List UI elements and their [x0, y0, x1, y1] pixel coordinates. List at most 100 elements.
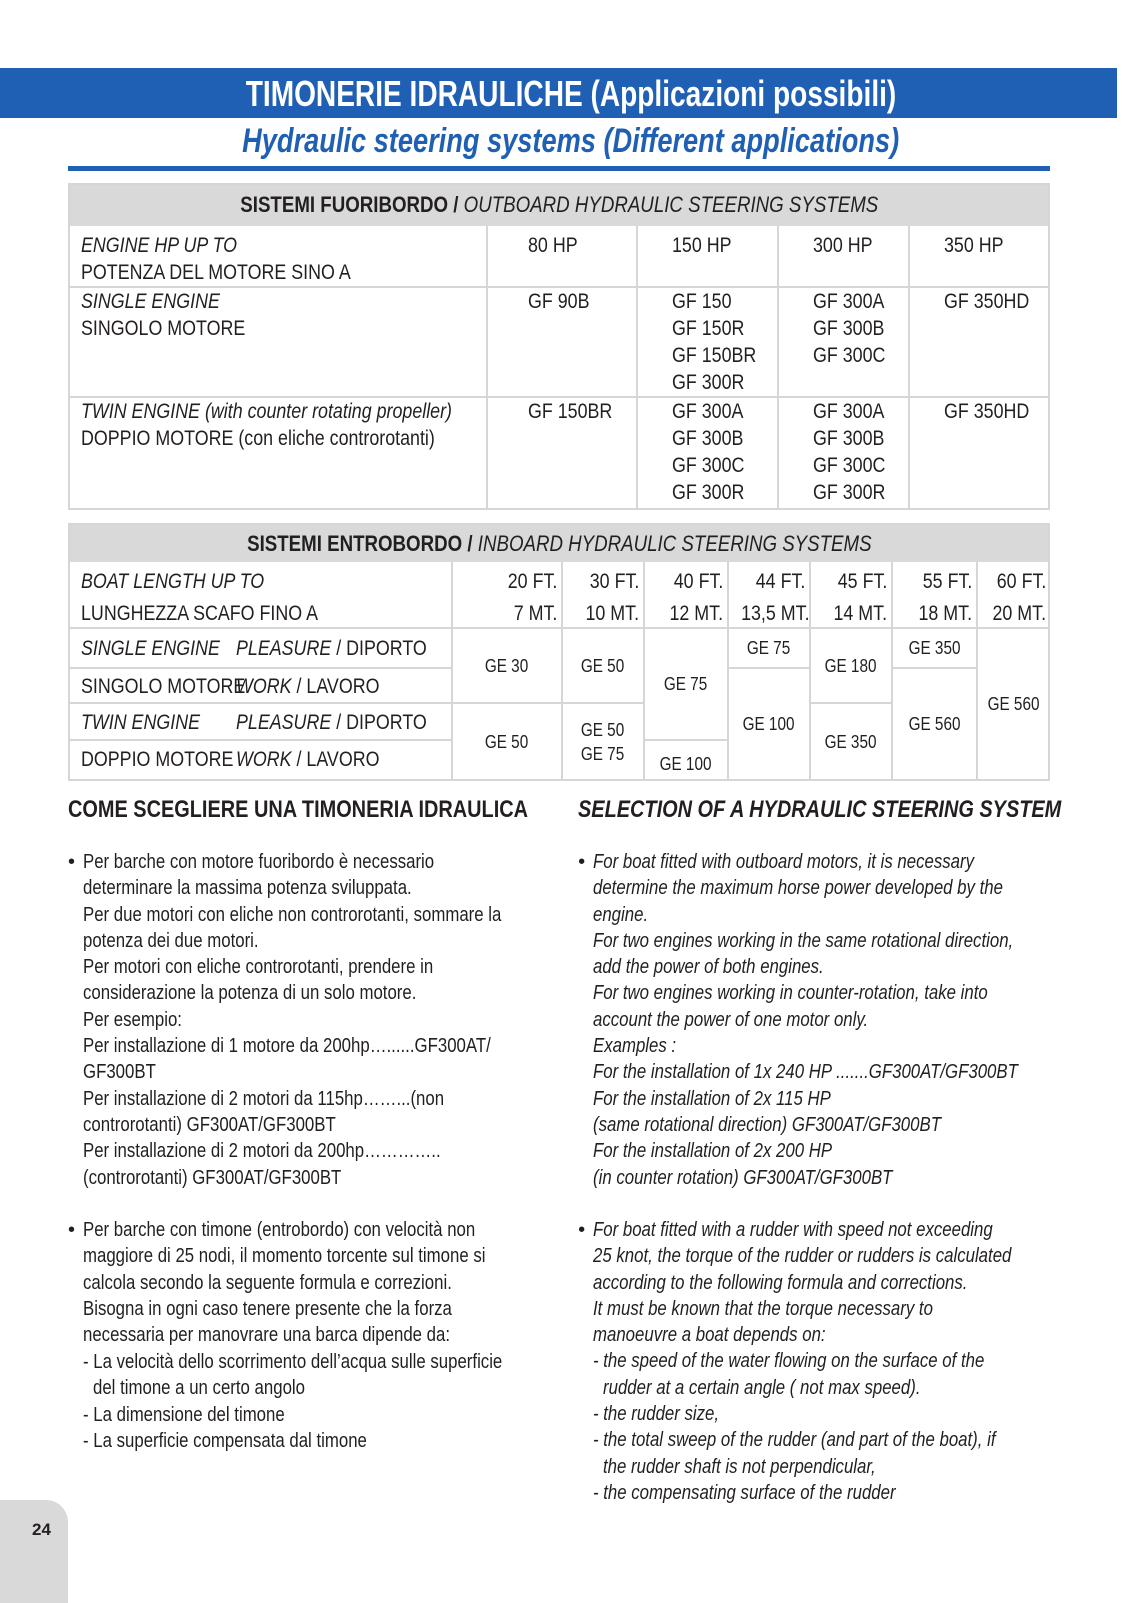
use-it: / DIPORTO [336, 637, 427, 660]
text-line: Per esempio: [83, 1008, 182, 1031]
text-line: the rudder shaft is not perpendicular, [603, 1455, 876, 1478]
model-code: GE 75 [664, 674, 708, 694]
inboard-model-cell: GE 560 [893, 669, 978, 779]
inboard-single-pleasure: SINGLE ENGINE PLEASURE / DIPORTO [70, 629, 453, 669]
hp-value: 80 HP [528, 234, 578, 257]
inboard-model-cell: GE 350 [893, 629, 978, 669]
outboard-twin-label: TWIN ENGINE (with counter rotating prope… [70, 398, 488, 508]
inboard-twin-pleasure-use: PLEASURE / DIPORTO [236, 709, 427, 736]
label-en: SINGLE ENGINE [81, 290, 220, 313]
model-code: GE 75 [581, 743, 625, 764]
length-ft: 55 FT. [922, 570, 972, 593]
text-line: according to the following formula and c… [593, 1271, 968, 1294]
left-bullet-2: • Per barche con timone (entrobordo) con … [68, 1217, 562, 1348]
model-code: GF 300A [813, 290, 885, 313]
model-code: GE 180 [825, 655, 877, 676]
outboard-hp-cell: 80 HP [488, 226, 638, 288]
text-line: add the power of both engines. [593, 956, 824, 979]
use-en: PLEASURE [236, 637, 332, 660]
inboard-length-cell: 40 FT. 12 MT. [645, 562, 729, 629]
text-line: determine the maximum horse power develo… [593, 877, 1003, 900]
row-label-it: LUNGHEZZA SCAFO FINO A [81, 602, 319, 625]
text-line: For the installation of 2x 115 HP [593, 1087, 831, 1110]
label-it: SINGOLO MOTORE [81, 317, 246, 340]
text-line: maggiore di 25 nodi, il momento torcente… [83, 1245, 486, 1268]
text-line: necessaria per manovrare una barca dipen… [83, 1324, 451, 1347]
length-ft: 44 FT. [755, 570, 805, 593]
inboard-model-cell: GE 30 [453, 629, 563, 704]
text-line: - the compensating surface of the rudder [593, 1481, 896, 1504]
text-line: determinare la massima potenza sviluppat… [83, 877, 412, 900]
text-line: rudder at a certain angle ( not max spee… [603, 1376, 921, 1399]
outboard-single-cell: GF 90B [488, 288, 638, 398]
inboard-model-cell: GE 50 [563, 629, 645, 704]
right-heading: SELECTION OF A HYDRAULIC STEERING SYSTEM [578, 796, 1062, 823]
page-number: 24 [0, 1500, 68, 1603]
text-line: engine. [593, 903, 649, 926]
inboard-single-pleasure-engine: SINGLE ENGINE [81, 637, 220, 660]
model-code: GE 350 [908, 638, 961, 658]
length-mt: 14 MT. [833, 602, 887, 625]
model-code: GF 300B [672, 427, 744, 450]
model-code: GF 300C [813, 454, 886, 477]
outboard-hp-cell: 150 HP [638, 226, 779, 288]
left-bullet-1: • Per barche con motore fuoribordo è nece… [68, 849, 581, 1191]
outboard-hp-label: ENGINE HP UP TO POTENZA DEL MOTORE SINO A [70, 226, 488, 288]
text-line: Per barche con timone (entrobordo) con v… [83, 1219, 476, 1241]
inboard-single-pleasure-use: PLEASURE / DIPORTO [236, 635, 427, 662]
length-mt: 7 MT. [513, 602, 557, 625]
text-line: account the power of one motor only. [593, 1008, 869, 1031]
outboard-single-label: SINGLE ENGINE SINGOLO MOTORE [70, 288, 488, 398]
bullet-icon: • [68, 1219, 76, 1241]
inboard-table-header: SISTEMI ENTROBORDO / INBOARD HYDRAULIC S… [70, 525, 1048, 562]
model-code: GF 300C [813, 344, 886, 367]
text-line: Examples : [593, 1035, 677, 1058]
model-code: GF 350HD [944, 400, 1030, 423]
text-line: - La dimensione del timone [83, 1403, 285, 1426]
inboard-model-cell: GE 75 [645, 629, 729, 741]
inboard-length-cell: 60 FT. 20 MT. [978, 562, 1050, 629]
outboard-single-cell: GF 350HD [910, 288, 1050, 398]
model-code: GF 150R [672, 317, 745, 340]
inboard-twin-work: DOPPIO MOTORE WORK / LAVORO [70, 741, 453, 779]
inboard-length-cell: 30 FT. 10 MT. [563, 562, 645, 629]
text-line: manoeuvre a boat depends on: [593, 1324, 826, 1347]
bullet-icon: • [578, 1219, 586, 1241]
text-line: - the rudder size, [593, 1403, 720, 1426]
text-line: (controrotanti) GF300AT/GF300BT [83, 1166, 342, 1189]
outboard-hp-cell: 350 HP [910, 226, 1050, 288]
label-it: DOPPIO MOTORE (con eliche controrotanti) [81, 427, 435, 450]
text-line: - La velocità dello scorrimento dell’acq… [83, 1351, 503, 1373]
inboard-table: SISTEMI ENTROBORDO / INBOARD HYDRAULIC S… [68, 523, 1050, 781]
use-en: PLEASURE [236, 710, 332, 734]
text-line: GF300BT [83, 1061, 156, 1084]
length-mt: 20 MT. [992, 602, 1046, 625]
model-code: GF 300A [813, 400, 885, 423]
right-column: SELECTION OF A HYDRAULIC STEERING SYSTEM [578, 795, 1068, 825]
outboard-single-cell: GF 150 GF 150R GF 150BR GF 300R [638, 288, 779, 398]
inboard-length-cell: 55 FT. 18 MT. [893, 562, 978, 629]
inboard-twin-pleasure-engine: TWIN ENGINE [81, 710, 200, 734]
outboard-twin-cell: GF 350HD [910, 398, 1050, 508]
row-label-en: ENGINE HP UP TO [81, 234, 238, 257]
text-line: (same rotational direction) GF300AT/GF30… [593, 1113, 941, 1136]
inboard-single-work-engine: SINGOLO MOTORE [81, 674, 246, 698]
model-code: GF 300A [672, 400, 744, 423]
inboard-single-work-use: WORK / LAVORO [236, 673, 379, 700]
model-code: GF 300C [672, 454, 745, 477]
outboard-twin-cell: GF 150BR [488, 398, 638, 508]
model-code: GE 560 [908, 714, 961, 734]
model-code: GF 300R [672, 481, 745, 504]
outboard-table-header: SISTEMI FUORIBORDO / OUTBOARD HYDRAULIC … [70, 185, 1048, 226]
model-code: GE 100 [743, 714, 795, 734]
length-ft: 20 FT. [507, 570, 557, 593]
page-subtitle: Hydraulic steering systems (Different ap… [242, 122, 900, 160]
inboard-model-cell: GE 50 GE 75 [563, 704, 645, 779]
inboard-single-work: SINGOLO MOTOREWORK / LAVORO [70, 669, 453, 704]
text-line: Per installazione di 2 motori da 115hp……… [83, 1087, 445, 1110]
model-code: GE 50 [581, 719, 625, 740]
right-bullet-1: • For boat fitted with outboard motors, i… [578, 849, 1099, 1191]
title-band [0, 68, 1117, 118]
use-en: WORK [236, 674, 292, 698]
inboard-model-cell: GE 100 [729, 669, 811, 779]
